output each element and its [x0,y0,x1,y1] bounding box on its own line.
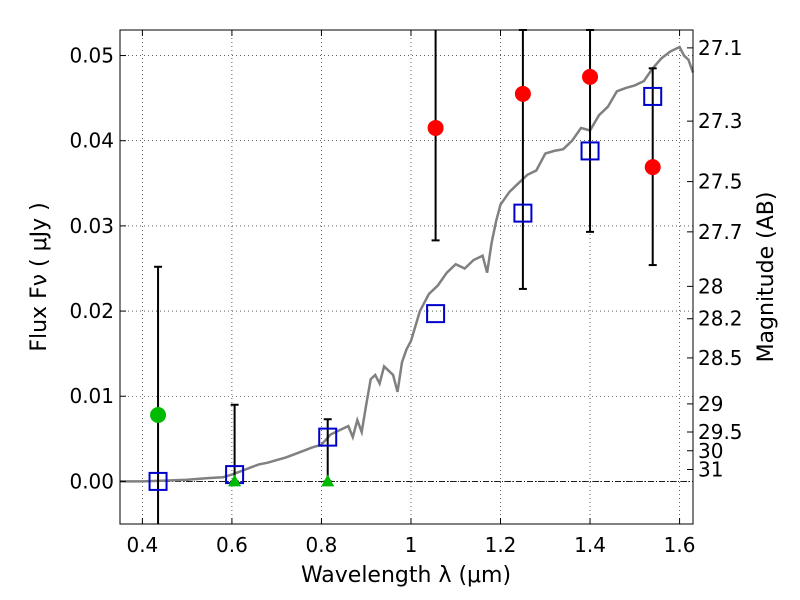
x-tick-label: 0.6 [216,533,248,557]
y-tick-label: 0.05 [69,44,114,68]
y-tick-label: 0.00 [69,469,114,493]
x-tick-label: 1.2 [485,533,517,557]
model-photometry-square [426,304,446,324]
right-tick-label: 27.7 [698,220,743,244]
y-tick-label: 0.03 [69,214,114,238]
ticks: 0.4 0.6 0.8 1 1.2 1.4 1.6 0.00 0.01 0.02 0.03 0.04 0… [69,30,743,557]
right-tick-label: 27.1 [698,36,743,60]
plot-background [120,30,693,524]
right-tick-label: 28 [698,274,723,298]
x-tick-label: 1.4 [574,533,606,557]
right-axis-label: Magnitude (AB) [754,192,779,363]
y-tick-label: 0.02 [69,299,114,323]
right-tick-label: 27.3 [698,109,743,133]
right-tick-label: 28.2 [698,307,743,331]
upper-limit-triangle [228,474,242,487]
sed-model-line [120,45,695,483]
right-tick-label: 30 [698,439,723,463]
measured-flux-point [514,85,531,102]
measured-flux-point [427,119,444,136]
model-photometry-square [318,427,338,447]
x-tick-label: 1 [405,533,418,557]
model-photometry-square [513,203,533,223]
model-photometry-square [580,141,600,161]
y-tick-label: 0.04 [69,129,114,153]
right-tick-label: 31 [698,457,723,481]
model-photometry-square [148,471,168,491]
right-tick-label: 29.5 [698,420,743,444]
right-tick-label: 27.5 [698,170,743,194]
x-tick-label: 0.4 [126,533,158,557]
model-photometry-square [643,86,663,106]
measured-flux-point [582,68,599,85]
series-layer [120,29,695,524]
blue-band-point [150,406,167,423]
right-tick-label: 28.5 [698,346,743,370]
x-tick-label: 1.6 [664,533,696,557]
measured-flux-point [644,159,661,176]
y-axis-label: Flux Fν ( μJy ) [27,202,52,351]
y-tick-label: 0.01 [69,384,114,408]
x-axis-label: Wavelength λ (μm) [301,563,511,588]
right-tick-label: 29 [698,392,723,416]
upper-limit-triangle [321,474,335,487]
x-tick-label: 0.8 [306,533,338,557]
plot-frame [119,29,694,525]
